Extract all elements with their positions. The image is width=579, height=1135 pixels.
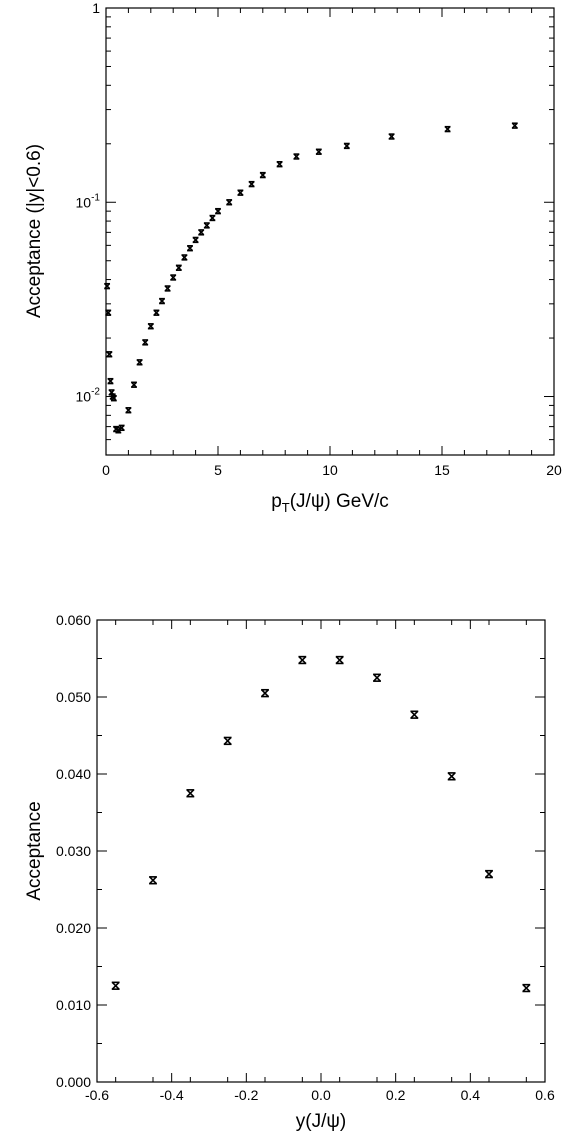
data-point — [187, 245, 193, 252]
chart-y-acceptance: -0.6 -0.4 -0.2 0.0 0.2 0.4 0.6 0.000 0.010 0.020… — [24, 612, 555, 1132]
data-point — [226, 199, 233, 206]
data-point — [147, 323, 154, 330]
x-tick-label: 10 — [322, 462, 338, 478]
data-points-bottom — [111, 655, 531, 993]
x-tick-label: 0.2 — [386, 1087, 406, 1103]
data-point — [118, 424, 125, 432]
y-tick-label: 10-2 — [76, 387, 101, 405]
plot-frame-top — [105, 7, 555, 456]
data-point — [111, 981, 120, 990]
x-axis-ticks-bottom: -0.6 -0.4 -0.2 0.0 0.2 0.4 0.6 — [85, 620, 555, 1103]
x-tick-label: 20 — [546, 462, 562, 478]
y-axis-ticks-bottom: 0.000 0.010 0.020 0.030 0.040 0.050 0.060 — [56, 612, 545, 1090]
data-point — [106, 351, 113, 358]
data-point — [223, 736, 232, 746]
data-point — [142, 339, 149, 346]
data-point — [175, 264, 182, 271]
chart-pt-acceptance: 0 5 10 15 20 10-2 10-1 1 pT(J/ψ) GeV/c Accepta… — [24, 0, 562, 515]
x-tick-label: 0 — [102, 462, 110, 478]
data-point — [198, 229, 205, 236]
data-point — [276, 161, 283, 168]
data-point — [181, 254, 188, 261]
data-point — [170, 274, 177, 281]
data-point — [343, 142, 350, 150]
y-tick-label: 0.000 — [56, 1074, 91, 1090]
data-point — [248, 180, 255, 188]
data-point — [159, 297, 165, 305]
x-tick-label: 0.6 — [535, 1087, 555, 1103]
data-point — [298, 655, 307, 665]
y-axis-label-top: Acceptance (|y|<0.6) — [24, 144, 45, 318]
x-axis-ticks-top: 0 5 10 15 20 — [102, 8, 562, 478]
data-point — [410, 710, 419, 719]
y-tick-label: 0.050 — [56, 689, 91, 705]
x-tick-label: 5 — [214, 462, 222, 478]
data-point — [373, 673, 381, 682]
data-point — [447, 772, 456, 781]
data-point — [511, 122, 518, 129]
y-tick-label: 10-1 — [76, 192, 101, 210]
data-point — [444, 125, 451, 133]
x-axis-label-top: pT(J/ψ) GeV/c — [271, 491, 389, 515]
plot-frame-bottom — [96, 619, 546, 1083]
data-point — [153, 309, 160, 316]
x-tick-label: 0.0 — [311, 1087, 331, 1103]
x-tick-label: 0.4 — [461, 1087, 481, 1103]
data-point — [192, 236, 199, 244]
x-axis-label-bottom: y(J/ψ) — [296, 1111, 346, 1132]
data-point — [203, 222, 210, 229]
y-axis-ticks-top: 10-2 10-1 1 — [76, 0, 554, 441]
y-tick-label: 0.030 — [56, 843, 91, 859]
data-point — [259, 171, 266, 179]
data-point — [149, 876, 157, 885]
data-point — [485, 869, 493, 879]
data-point — [215, 207, 221, 215]
data-points-top — [104, 122, 518, 434]
data-point — [105, 309, 112, 316]
y-tick-label: 0.040 — [56, 766, 91, 782]
y-tick-label: 0.010 — [56, 997, 91, 1013]
data-point — [209, 214, 216, 222]
data-point — [125, 407, 132, 414]
x-tick-label: 15 — [434, 462, 450, 478]
data-point — [261, 688, 269, 698]
data-point — [237, 189, 244, 196]
data-point — [293, 153, 300, 160]
x-tick-label: -0.6 — [85, 1087, 109, 1103]
y-tick-label: 0.020 — [56, 920, 91, 936]
data-point — [388, 133, 395, 140]
data-point — [335, 655, 344, 665]
y-tick-label: 1 — [92, 0, 100, 16]
y-tick-label: 0.060 — [56, 612, 91, 628]
x-tick-label: -0.4 — [160, 1087, 184, 1103]
x-tick-label: -0.2 — [234, 1087, 258, 1103]
data-point — [104, 282, 111, 290]
data-point — [186, 789, 195, 798]
data-point — [136, 359, 143, 366]
data-point — [131, 381, 137, 388]
data-point — [522, 983, 531, 993]
data-point — [110, 395, 117, 402]
data-point — [107, 377, 114, 385]
data-point — [164, 285, 171, 292]
data-point — [315, 148, 322, 155]
y-axis-label-bottom: Acceptance — [24, 801, 45, 900]
